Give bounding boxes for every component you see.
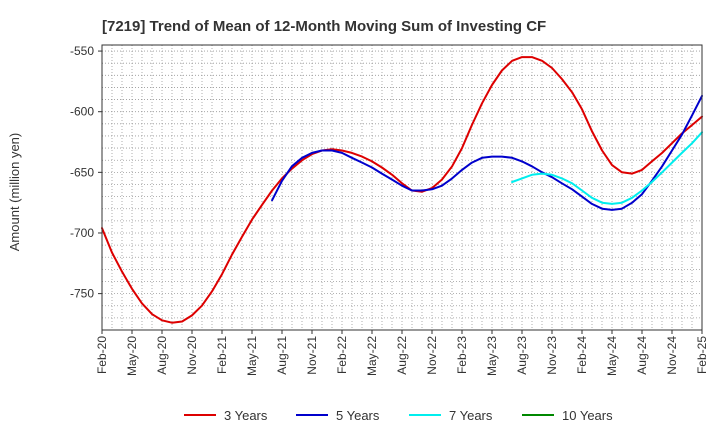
x-tick-label: May-20 — [125, 336, 139, 376]
legend-label: 5 Years — [336, 408, 380, 423]
x-tick-label: Feb-22 — [335, 336, 349, 374]
x-tick-label: Feb-24 — [575, 336, 589, 374]
x-tick-label: Feb-21 — [215, 336, 229, 374]
x-tick-label: Aug-23 — [515, 336, 529, 375]
series-line-5-years — [271, 94, 703, 211]
series-line-7-years — [511, 131, 703, 205]
y-tick-label: -550 — [70, 44, 94, 58]
y-axis-label: Amount (million yen) — [7, 133, 22, 252]
x-tick-label: Aug-21 — [275, 336, 289, 375]
x-tick-label: May-23 — [485, 336, 499, 376]
x-tick-label: Feb-25 — [695, 336, 709, 374]
legend: 3 Years 5 Years 7 Years 10 Years — [184, 408, 613, 423]
x-axis: Feb-20 May-20 Aug-20 Nov-20 Feb-21 May-21 Aug-… — [95, 330, 709, 376]
x-tick-label: Feb-20 — [95, 336, 109, 374]
x-tick-label: May-24 — [605, 336, 619, 376]
y-tick-label: -650 — [70, 165, 94, 179]
x-tick-label: Nov-20 — [185, 336, 199, 375]
chart-title: [7219] Trend of Mean of 12-Month Moving … — [102, 18, 546, 35]
grid — [102, 45, 702, 330]
series-line-3-years — [101, 56, 703, 324]
x-tick-label: Nov-21 — [305, 336, 319, 375]
x-tick-label: Aug-24 — [635, 336, 649, 375]
x-tick-label: Aug-20 — [155, 336, 169, 375]
y-axis: -550 -600 -650 -700 -750 — [70, 44, 102, 301]
x-tick-label: Aug-22 — [395, 336, 409, 375]
x-tick-label: Nov-24 — [665, 336, 679, 375]
y-tick-label: -600 — [70, 105, 94, 119]
x-tick-label: May-22 — [365, 336, 379, 376]
y-tick-label: -750 — [70, 287, 94, 301]
legend-label: 7 Years — [449, 408, 493, 423]
legend-label: 3 Years — [224, 408, 268, 423]
x-tick-label: Feb-23 — [455, 336, 469, 374]
legend-label: 10 Years — [562, 408, 613, 423]
x-tick-label: Nov-23 — [545, 336, 559, 375]
series-lines — [101, 56, 703, 324]
y-tick-label: -700 — [70, 226, 94, 240]
x-tick-label: May-21 — [245, 336, 259, 376]
x-tick-label: Nov-22 — [425, 336, 439, 375]
